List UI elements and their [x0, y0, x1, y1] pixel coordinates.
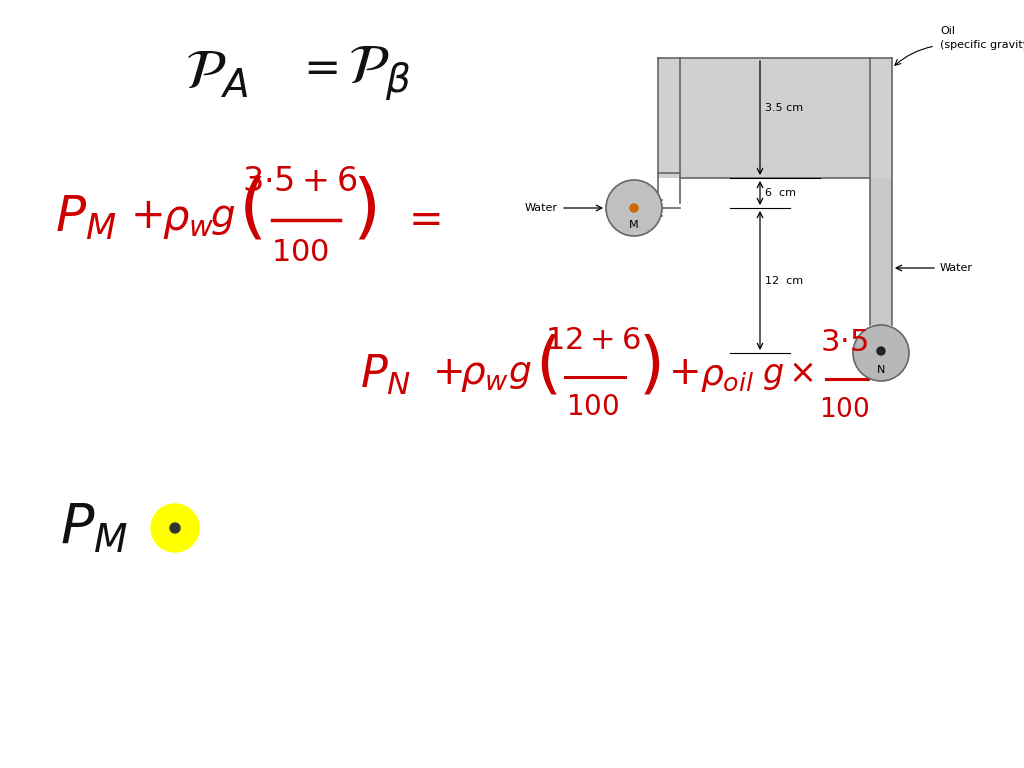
- Text: $\times$: $\times$: [788, 356, 813, 389]
- Text: $)$: $)$: [638, 334, 660, 400]
- Circle shape: [853, 325, 909, 381]
- Text: $+$: $+$: [668, 354, 698, 392]
- Bar: [658, 58, 892, 178]
- Text: 6  cm: 6 cm: [765, 188, 796, 198]
- Text: M: M: [629, 220, 639, 230]
- Circle shape: [170, 523, 180, 533]
- Text: $g$: $g$: [210, 199, 236, 237]
- Text: Water: Water: [940, 263, 973, 273]
- Text: $\mathcal{P}_\beta$: $\mathcal{P}_\beta$: [348, 44, 412, 102]
- Text: $($: $($: [535, 334, 558, 400]
- Text: $12+6$: $12+6$: [545, 326, 641, 355]
- Text: $100$: $100$: [271, 238, 329, 267]
- Text: $=$: $=$: [400, 197, 440, 239]
- Text: $100$: $100$: [819, 397, 869, 423]
- Text: $P_M$: $P_M$: [55, 194, 117, 242]
- Text: $g$: $g$: [762, 359, 784, 392]
- Text: $\mathcal{P}_A$: $\mathcal{P}_A$: [185, 46, 249, 100]
- Text: $3{\cdot}5+6$: $3{\cdot}5+6$: [243, 165, 357, 198]
- Text: $3{\cdot}5$: $3{\cdot}5$: [820, 328, 868, 357]
- Text: $\rho_{oil}$: $\rho_{oil}$: [700, 360, 755, 394]
- Circle shape: [151, 504, 199, 552]
- Text: $g$: $g$: [508, 357, 531, 391]
- Text: $($: $($: [238, 176, 262, 244]
- Text: $P_M$: $P_M$: [60, 502, 128, 554]
- Text: $\rho_w$: $\rho_w$: [460, 356, 509, 394]
- Text: Oil
(specific gravity =0.85): Oil (specific gravity =0.85): [940, 26, 1024, 50]
- Text: $=$: $=$: [295, 47, 338, 90]
- Circle shape: [877, 347, 885, 355]
- Circle shape: [606, 180, 662, 236]
- Text: N: N: [877, 365, 885, 375]
- Circle shape: [630, 204, 638, 212]
- Text: $)$: $)$: [352, 176, 376, 244]
- Text: $P_N$: $P_N$: [360, 353, 412, 397]
- Text: $100$: $100$: [566, 393, 620, 421]
- Text: $+$: $+$: [432, 354, 463, 392]
- Text: 3.5 cm: 3.5 cm: [765, 103, 803, 113]
- Text: $\rho_w$: $\rho_w$: [162, 199, 214, 241]
- Bar: [870, 178, 892, 325]
- Text: 12  cm: 12 cm: [765, 276, 803, 286]
- Text: Water: Water: [525, 203, 558, 213]
- Text: $+$: $+$: [130, 195, 163, 237]
